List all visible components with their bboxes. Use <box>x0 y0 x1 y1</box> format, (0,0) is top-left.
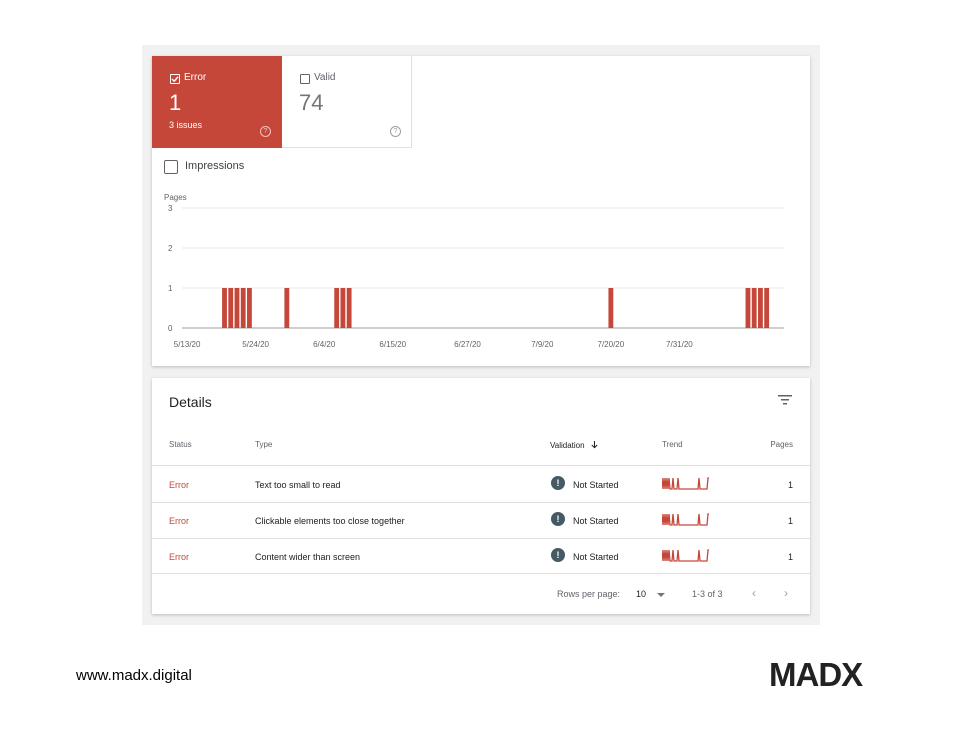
chart-bar <box>240 288 246 328</box>
help-icon[interactable]: ? <box>390 126 401 137</box>
next-page-icon[interactable]: › <box>784 586 788 600</box>
chart-bar <box>228 288 234 328</box>
x-tick-label: 6/4/20 <box>313 340 336 349</box>
table-row[interactable]: Error Clickable elements too close togeth… <box>152 502 810 538</box>
chart-bar <box>745 288 751 328</box>
chart-bar <box>340 288 346 328</box>
arrow-down-icon <box>591 441 598 449</box>
divider <box>152 502 810 503</box>
type-cell: Text too small to read <box>255 480 341 490</box>
impressions-label: Impressions <box>185 160 245 172</box>
x-tick-label: 7/20/20 <box>598 340 625 349</box>
validation-cell: Not Started <box>573 552 619 562</box>
error-tile[interactable]: Error 1 3 issues ? <box>152 56 282 148</box>
y-tick-label: 0 <box>168 324 173 333</box>
site-url[interactable]: www.madx.digital <box>76 667 192 684</box>
chart-bar <box>758 288 763 328</box>
y-tick-label: 3 <box>168 204 173 213</box>
dropdown-arrow-icon[interactable] <box>657 593 665 597</box>
chart-bar <box>222 288 227 328</box>
validation-cell: Not Started <box>573 480 619 490</box>
valid-tile[interactable]: Valid 74 ? <box>282 56 412 148</box>
madx-logo: MADX <box>769 656 863 693</box>
error-label: Error <box>184 72 207 83</box>
chart-bar <box>764 288 770 328</box>
validation-header-label: Validation <box>550 441 585 450</box>
valid-label: Valid <box>314 72 336 83</box>
rows-per-page-value[interactable]: 10 <box>636 589 647 599</box>
help-icon[interactable]: ? <box>260 126 271 137</box>
trend-sparkline <box>662 549 709 562</box>
alert-icon: ! <box>551 476 565 490</box>
error-checkbox[interactable] <box>170 74 180 84</box>
pagination-range: 1-3 of 3 <box>692 589 723 599</box>
pages-cell: 1 <box>787 516 793 526</box>
x-tick-label: 7/9/20 <box>531 340 554 349</box>
alert-icon: ! <box>551 548 565 562</box>
type-cell: Content wider than screen <box>255 552 361 562</box>
x-tick-label: 7/31/20 <box>666 340 693 349</box>
details-title: Details <box>169 394 212 410</box>
divider <box>152 538 810 539</box>
column-header-status[interactable]: Status <box>169 440 192 449</box>
y-axis-label: Pages <box>164 193 187 202</box>
status-cell: Error <box>169 552 189 562</box>
chart-bar <box>751 288 757 328</box>
details-card: Details Status Type Validation Trend Pag… <box>152 378 810 614</box>
column-header-type[interactable]: Type <box>255 440 273 449</box>
divider <box>152 573 810 574</box>
validation-cell: Not Started <box>573 516 619 526</box>
pages-cell: 1 <box>787 552 793 562</box>
rows-per-page-label: Rows per page: <box>557 589 621 599</box>
x-tick-label: 6/15/20 <box>379 340 406 349</box>
valid-count: 74 <box>299 90 324 115</box>
trend-sparkline <box>662 513 709 526</box>
x-tick-label: 5/24/20 <box>242 340 269 349</box>
chart-bar <box>346 288 352 328</box>
chart-bar <box>247 288 252 328</box>
chart-bar <box>234 288 240 328</box>
column-header-trend[interactable]: Trend <box>662 440 683 449</box>
y-tick-label: 1 <box>168 284 173 293</box>
error-count: 1 <box>169 90 182 115</box>
y-tick-label: 2 <box>168 244 173 253</box>
status-cell: Error <box>169 516 189 526</box>
pages-bar-chart: Pages 0 1 2 3 5/13/20 5/24/20 6/4/20 6/15/20 6/… <box>164 193 784 349</box>
filter-icon[interactable] <box>778 394 792 406</box>
pages-cell: 1 <box>787 480 793 490</box>
x-tick-label: 5/13/20 <box>174 340 201 349</box>
chart-bar <box>334 288 340 328</box>
table-row[interactable]: Error Text too small to read! Not Started 1 <box>152 466 810 502</box>
previous-page-icon[interactable]: ‹ <box>752 586 756 600</box>
type-cell: Clickable elements too close together <box>255 516 405 526</box>
column-header-pages[interactable]: Pages <box>770 440 793 449</box>
x-tick-label: 6/27/20 <box>454 340 481 349</box>
divider <box>152 465 810 466</box>
trend-sparkline <box>662 477 709 490</box>
valid-checkbox[interactable] <box>300 74 310 84</box>
chart-bar <box>608 288 614 328</box>
checkmark-icon <box>171 76 179 83</box>
alert-icon: ! <box>551 512 565 526</box>
status-cell: Error <box>169 480 189 490</box>
chart-bar <box>284 288 290 328</box>
error-issues: 3 issues <box>169 120 203 130</box>
impressions-checkbox[interactable] <box>164 160 178 174</box>
column-header-validation[interactable]: Validation <box>550 440 599 450</box>
table-row[interactable]: Error Content wider than screen! Not Start… <box>152 538 810 574</box>
coverage-summary-card: Error 1 3 issues ? Valid 74 ? Impression… <box>152 56 810 366</box>
